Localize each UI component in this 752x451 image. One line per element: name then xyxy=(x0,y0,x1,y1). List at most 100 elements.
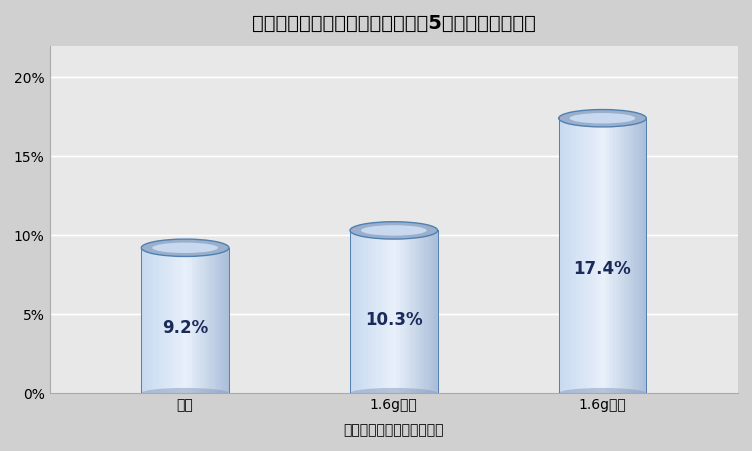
Text: 9.2%: 9.2% xyxy=(162,319,208,337)
Bar xyxy=(190,248,192,393)
Bar xyxy=(361,230,363,393)
Title: 塩酸リトドリン累積使用量による5歳時の喘息有症率: 塩酸リトドリン累積使用量による5歳時の喘息有症率 xyxy=(252,14,535,33)
Bar xyxy=(407,230,409,393)
Bar xyxy=(381,230,383,393)
Bar xyxy=(569,118,572,393)
Ellipse shape xyxy=(361,225,426,235)
Bar xyxy=(180,248,183,393)
Ellipse shape xyxy=(559,110,646,127)
Bar xyxy=(192,248,194,393)
Bar xyxy=(394,230,396,393)
Bar xyxy=(150,248,153,393)
Bar xyxy=(165,248,168,393)
Bar xyxy=(148,248,150,393)
Bar xyxy=(614,118,616,393)
Bar xyxy=(207,248,210,393)
Bar xyxy=(168,248,170,393)
Bar xyxy=(414,230,416,393)
Bar xyxy=(156,248,159,393)
Bar xyxy=(205,248,208,393)
Bar xyxy=(172,248,174,393)
Bar xyxy=(146,248,148,393)
Bar xyxy=(576,118,578,393)
Ellipse shape xyxy=(559,388,646,398)
Bar xyxy=(211,248,214,393)
Bar xyxy=(431,230,433,393)
Bar xyxy=(354,230,356,393)
Bar xyxy=(592,118,594,393)
Bar xyxy=(390,230,392,393)
Bar xyxy=(202,248,205,393)
Bar xyxy=(631,118,633,393)
Bar xyxy=(416,230,418,393)
Bar xyxy=(411,230,414,393)
Bar xyxy=(383,230,385,393)
Text: 17.4%: 17.4% xyxy=(574,260,632,278)
Bar xyxy=(423,230,425,393)
Bar xyxy=(196,248,199,393)
Bar xyxy=(600,118,602,393)
Bar xyxy=(209,248,211,393)
Bar xyxy=(640,118,642,393)
Bar xyxy=(227,248,229,393)
Bar xyxy=(585,118,587,393)
Bar xyxy=(368,230,370,393)
Bar xyxy=(409,230,411,393)
Bar xyxy=(626,118,629,393)
Bar xyxy=(405,230,407,393)
Bar xyxy=(605,118,607,393)
Bar xyxy=(374,230,377,393)
X-axis label: 累積塩酸リトドリン使用量: 累積塩酸リトドリン使用量 xyxy=(344,423,444,437)
Bar xyxy=(220,248,223,393)
Bar xyxy=(602,118,605,393)
Bar xyxy=(141,248,144,393)
Bar xyxy=(583,118,585,393)
Bar xyxy=(218,248,220,393)
Bar xyxy=(365,230,368,393)
Bar xyxy=(199,248,201,393)
Bar xyxy=(563,118,566,393)
Bar xyxy=(581,118,583,393)
Bar xyxy=(392,230,394,393)
Bar xyxy=(424,230,427,393)
Bar xyxy=(568,118,570,393)
Bar xyxy=(618,118,620,393)
Bar xyxy=(376,230,379,393)
Bar xyxy=(402,230,405,393)
Ellipse shape xyxy=(152,243,218,253)
Bar xyxy=(587,118,590,393)
Bar xyxy=(590,118,592,393)
Bar xyxy=(378,230,381,393)
Bar xyxy=(559,118,561,393)
Bar xyxy=(170,248,172,393)
Bar xyxy=(635,118,638,393)
Bar xyxy=(187,248,190,393)
Bar xyxy=(633,118,635,393)
Bar xyxy=(607,118,609,393)
Bar xyxy=(578,118,581,393)
Bar xyxy=(561,118,563,393)
Ellipse shape xyxy=(141,388,229,398)
Bar xyxy=(622,118,625,393)
Bar xyxy=(223,248,225,393)
Bar xyxy=(370,230,372,393)
Bar xyxy=(372,230,374,393)
Text: 10.3%: 10.3% xyxy=(365,311,423,329)
Bar xyxy=(214,248,216,393)
Bar xyxy=(350,230,353,393)
Bar xyxy=(629,118,631,393)
Bar xyxy=(642,118,644,393)
Bar xyxy=(225,248,227,393)
Bar xyxy=(194,248,196,393)
Bar xyxy=(572,118,575,393)
Bar xyxy=(638,118,640,393)
Bar xyxy=(385,230,387,393)
Bar xyxy=(596,118,599,393)
Bar xyxy=(609,118,611,393)
Bar xyxy=(356,230,359,393)
Bar xyxy=(154,248,157,393)
Bar xyxy=(201,248,203,393)
Bar xyxy=(216,248,218,393)
Bar xyxy=(624,118,626,393)
Bar xyxy=(144,248,146,393)
